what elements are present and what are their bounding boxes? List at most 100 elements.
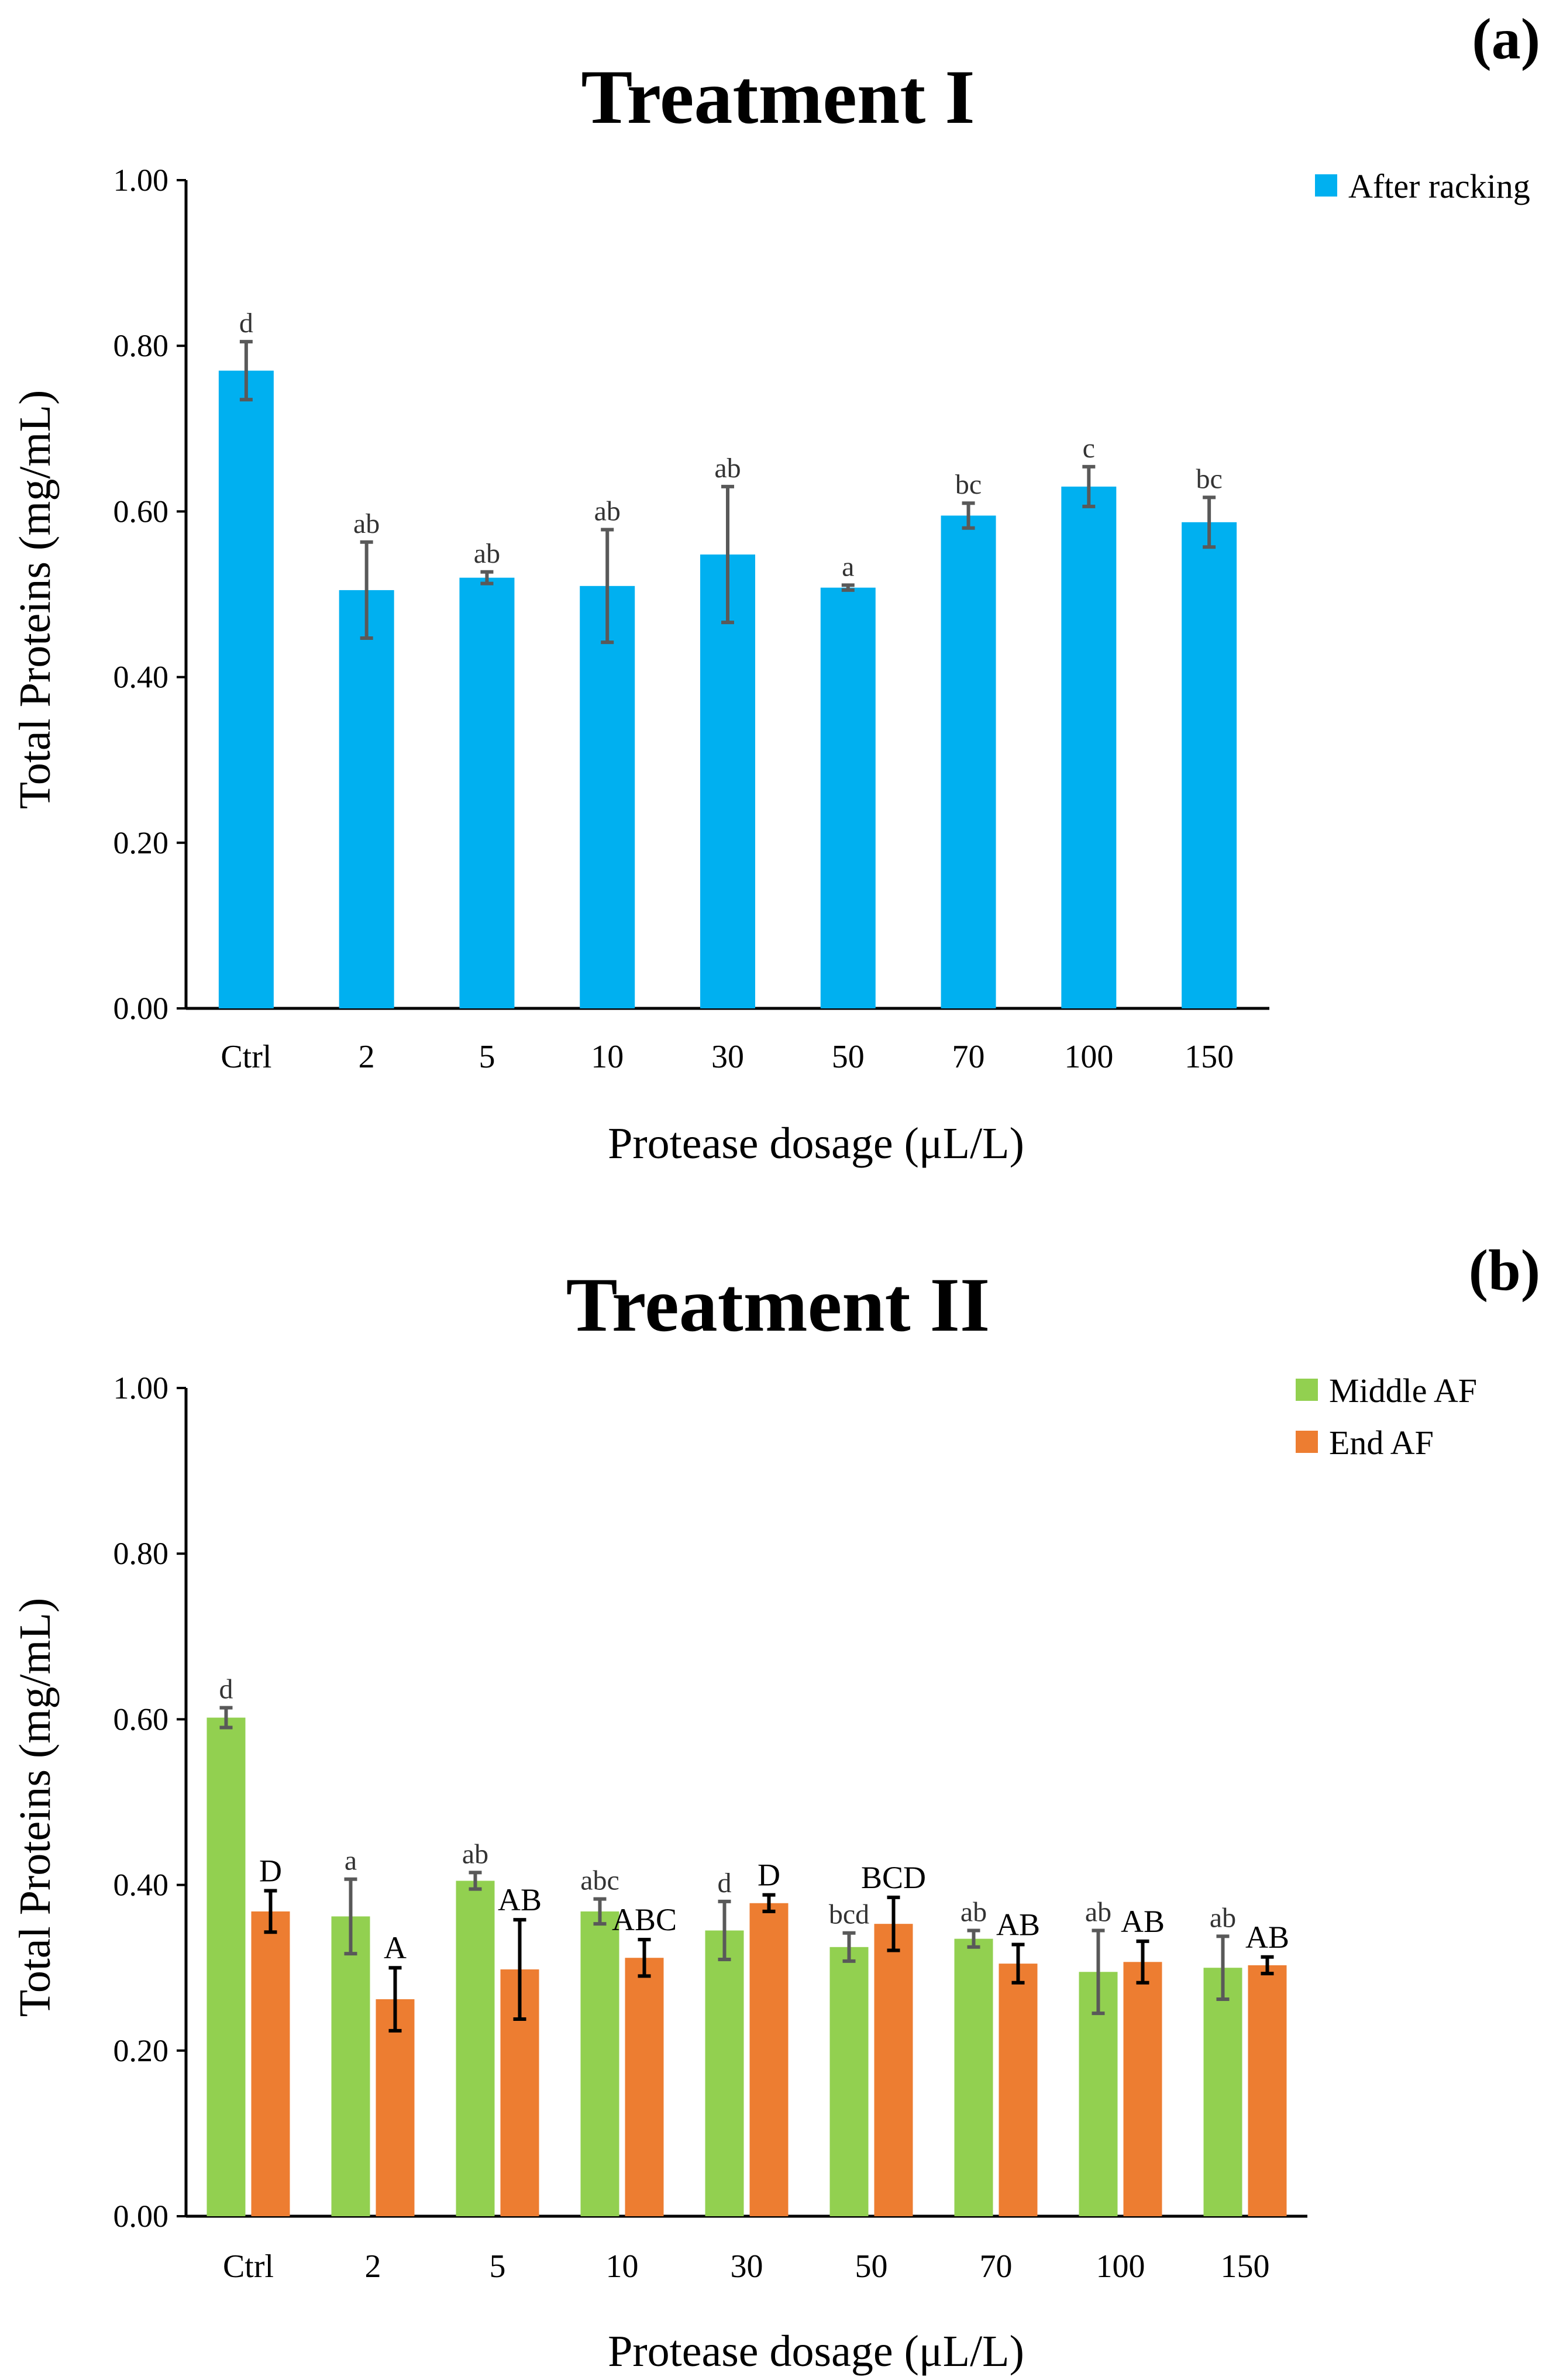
significance-letter-middle-af: bcd (829, 1899, 869, 1930)
bar-after-racking (820, 587, 876, 1008)
bar-end-af (251, 1911, 290, 2216)
bar-after-racking (459, 577, 515, 1008)
x-tick-label: 150 (1185, 1039, 1234, 1075)
significance-letter-end-af: A (384, 1930, 407, 1965)
bar-end-af (376, 1999, 415, 2216)
panel-b-x-axis-title: Protease dosage (μL/L) (608, 2327, 1024, 2376)
y-tick-label: 1.00 (113, 163, 169, 198)
bar-end-af (999, 1964, 1038, 2216)
legend-swatch-middle-af (1296, 1379, 1318, 1401)
y-tick-label: 1.00 (113, 1370, 169, 1406)
legend-swatch-end-af (1296, 1431, 1318, 1453)
bar-after-racking (941, 515, 996, 1008)
significance-letter-middle-af: ab (1085, 1896, 1111, 1927)
significance-letter-middle-af: d (718, 1868, 732, 1899)
significance-letter-end-af: AB (996, 1907, 1040, 1942)
bar-after-racking (1182, 522, 1237, 1008)
significance-letter-after-racking: bc (955, 469, 982, 500)
bar-middle-af (580, 1911, 619, 2216)
significance-letter-after-racking: ab (594, 496, 621, 527)
bar-middle-af (456, 1880, 495, 2216)
legend-label-after-racking: After racking (1348, 167, 1530, 205)
x-tick-label: 30 (731, 2248, 763, 2285)
significance-letter-after-racking: ab (714, 453, 741, 484)
x-tick-label: 10 (591, 1039, 624, 1075)
bar-end-af (1248, 1965, 1287, 2216)
bar-end-af (625, 1958, 664, 2216)
y-tick-label: 0.40 (113, 1868, 169, 1903)
x-tick-label: 50 (855, 2248, 888, 2285)
significance-letter-middle-af: ab (960, 1896, 987, 1927)
y-tick-label: 0.00 (113, 2199, 169, 2234)
significance-letter-middle-af: ab (1210, 1902, 1236, 1933)
y-tick-label: 0.20 (113, 2033, 169, 2068)
significance-letter-after-racking: a (842, 551, 854, 582)
panel-a-legend: After racking (1315, 167, 1530, 205)
bar-end-af (749, 1903, 789, 2216)
bar-middle-af (829, 1947, 869, 2216)
y-tick-label: 0.60 (113, 494, 169, 529)
bar-after-racking (580, 585, 635, 1008)
significance-letter-middle-af: ab (462, 1838, 488, 1869)
x-tick-label: 10 (606, 2248, 639, 2285)
bar-after-racking (700, 554, 755, 1008)
panel-b-title: Treatment II (566, 1262, 990, 1348)
panel-b-y-axis-title: Total Proteins (mg/mL) (11, 1598, 60, 2017)
significance-letter-after-racking: ab (353, 508, 380, 539)
y-tick-label: 0.20 (113, 825, 169, 860)
significance-letter-end-af: BCD (861, 1860, 926, 1895)
y-tick-label: 0.80 (113, 1536, 169, 1571)
significance-letter-after-racking: ab (474, 538, 500, 569)
bar-middle-af (1203, 1968, 1242, 2216)
x-tick-label: 5 (478, 1039, 495, 1075)
panel-b-label: (b) (1469, 1238, 1540, 1303)
panel-a-plot-area: 0.00 0.20 0.40 0.60 0.80 1.00 Ctrl 2 5 10 30 50 70 10… (113, 163, 1269, 1075)
significance-letter-middle-af: abc (580, 1865, 619, 1896)
significance-letter-end-af: AB (1245, 1920, 1289, 1955)
panel-a-title: Treatment I (581, 54, 975, 140)
panel-b-legend: Middle AF End AF (1296, 1372, 1477, 1462)
x-tick-label: 100 (1064, 1039, 1113, 1075)
x-tick-label: 100 (1096, 2248, 1145, 2285)
bar-after-racking (339, 590, 394, 1008)
x-tick-label: 5 (490, 2248, 506, 2285)
bar-after-racking (1061, 486, 1117, 1008)
bar-middle-af (954, 1938, 993, 2216)
significance-letter-middle-af: d (219, 1674, 233, 1705)
significance-letter-end-af: ABC (612, 1902, 677, 1937)
significance-letter-after-racking: c (1083, 433, 1095, 464)
significance-letter-after-racking: d (239, 308, 253, 339)
y-tick-label: 0.00 (113, 991, 169, 1026)
x-tick-label: 2 (359, 1039, 375, 1075)
y-tick-label: 0.60 (113, 1702, 169, 1737)
significance-letter-end-af: D (259, 1854, 282, 1889)
panel-a: (a) Treatment I Total Proteins (mg/mL) P… (11, 6, 1540, 1168)
significance-letter-end-af: D (758, 1858, 780, 1893)
bar-middle-af (206, 1717, 246, 2216)
significance-letter-after-racking: bc (1196, 463, 1222, 494)
panel-a-label: (a) (1472, 6, 1540, 71)
panel-b-plot-area: 0.00 0.20 0.40 0.60 0.80 1.00 Ctrl 2 5 10 30 50 70 10… (113, 1370, 1307, 2285)
significance-letter-middle-af: a (345, 1845, 357, 1876)
x-tick-label: Ctrl (223, 2248, 274, 2285)
x-tick-label: 70 (952, 1039, 985, 1075)
bar-end-af (874, 1924, 913, 2216)
legend-swatch-after-racking (1315, 174, 1337, 197)
x-tick-label: 150 (1221, 2248, 1270, 2285)
bar-middle-af (705, 1930, 744, 2216)
bar-after-racking (218, 370, 274, 1009)
x-tick-label: 50 (832, 1039, 865, 1075)
significance-letter-end-af: AB (1121, 1904, 1165, 1939)
y-tick-label: 0.40 (113, 660, 169, 695)
x-tick-label: 30 (711, 1039, 744, 1075)
bar-end-af (1123, 1962, 1162, 2216)
x-tick-label: 2 (365, 2248, 381, 2285)
significance-letter-end-af: AB (498, 1882, 542, 1917)
y-tick-label: 0.80 (113, 328, 169, 363)
bar-middle-af (331, 1916, 370, 2216)
legend-label-end-af: End AF (1329, 1424, 1434, 1462)
x-tick-label: Ctrl (221, 1039, 271, 1075)
legend-label-middle-af: Middle AF (1329, 1372, 1477, 1410)
x-tick-label: 70 (980, 2248, 1013, 2285)
